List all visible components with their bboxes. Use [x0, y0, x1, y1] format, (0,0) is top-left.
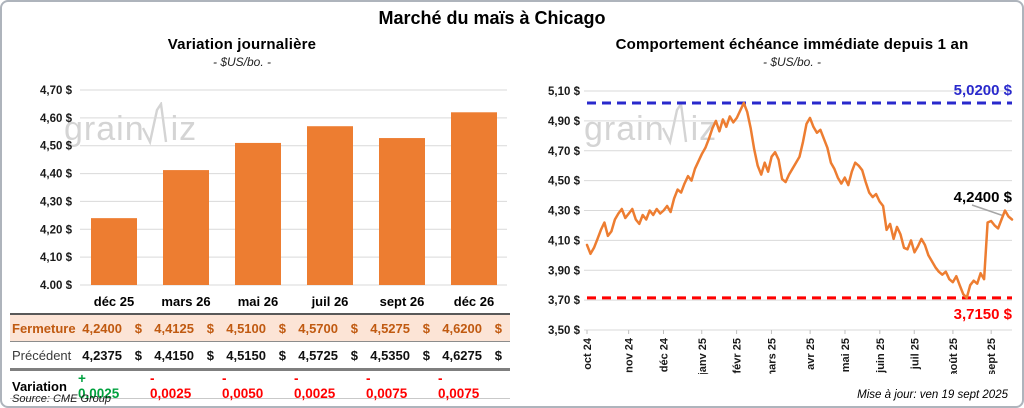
- bar-juil 26: [307, 126, 353, 285]
- table-cell: - 0,0075: [438, 371, 480, 401]
- table-cell: 4,5350 $: [370, 347, 430, 363]
- table-row-fermeture: Fermeture 4,2400 $ 4,4125 $ 4,5100 $ 4,5700 $ 4,5…: [10, 313, 510, 342]
- y-axis-label: 4,70 $: [548, 146, 581, 158]
- updated-note: Mise à jour: ven 19 sept 2025: [857, 389, 1008, 401]
- y-axis-label: 4,20 $: [40, 224, 73, 236]
- table-cell: + 0,0025: [78, 371, 120, 401]
- watermark-text-pre: grain: [584, 110, 665, 148]
- x-axis-label: nov 24: [624, 337, 636, 373]
- table-row-variation: Variation + 0,0025 - 0,0025 - 0,0050 - 0,002…: [10, 371, 510, 401]
- table-cell: 4,2400 $: [82, 320, 142, 336]
- table-row-precedent: Précédent 4,2375 $ 4,4150 $ 4,5150 $ 4,5725 $ 4,5…: [10, 342, 510, 371]
- min-price-label: 3,7150 $: [954, 306, 1013, 323]
- y-axis-label: 3,70 $: [548, 295, 581, 307]
- left-chart-title: Variation journalière: [167, 36, 317, 53]
- y-axis-label: 4,30 $: [548, 206, 581, 218]
- page-title: Marché du maïs à Chicago: [378, 8, 606, 28]
- right-chart-subtitle: - $US/bo. -: [762, 55, 822, 69]
- futures-quote-table: déc 25 mars 26 mai 26 juil 26 sept 26 déc 26 F…: [10, 289, 510, 401]
- daily-variation-bar-chart: 4,00 $ 4,10 $ 4,20 $ 4,30 $ 4,40 $ 4,50 $ 4,60…: [40, 85, 507, 289]
- y-axis-label: 4,60 $: [40, 113, 73, 125]
- y-axis-label: 4,10 $: [40, 252, 73, 264]
- row-label: Fermeture: [12, 320, 76, 336]
- x-axis-label: févr 25: [732, 338, 744, 373]
- column-header: juil 26: [311, 293, 349, 309]
- source-note: Source: CME Group: [12, 393, 112, 405]
- one-year-price-line-chart: 3,50 $ 3,70 $ 3,90 $ 4,10 $ 4,30 $ 4,50 $ 4,70…: [548, 82, 1014, 374]
- table-cell: 4,5275 $: [370, 320, 430, 336]
- y-axis-label: 3,90 $: [548, 265, 581, 277]
- x-axis-label: juil 25: [909, 338, 921, 370]
- column-header: sept 26: [379, 293, 425, 309]
- y-axis-label: 3,50 $: [548, 325, 581, 337]
- bar-déc 25: [91, 218, 137, 285]
- y-axis-label: 4,30 $: [40, 196, 73, 208]
- x-axis-label: oct 24: [582, 337, 594, 370]
- price-series-line: [585, 101, 1014, 300]
- table-cell: 4,5150 $: [226, 347, 286, 363]
- y-axis-label: 4,90 $: [548, 116, 581, 128]
- table-cell: - 0,0025: [294, 371, 336, 401]
- table-cell: - 0,0050: [222, 371, 264, 401]
- x-axis-label: août 25: [948, 338, 960, 374]
- column-header: mai 26: [237, 293, 279, 309]
- y-axis-label: 4,50 $: [40, 141, 73, 153]
- watermark-spike-icon: [141, 102, 167, 146]
- y-axis-label: 4,40 $: [40, 169, 73, 181]
- right-chart-header: Comportement échéance immédiate depuis 1…: [562, 36, 1022, 69]
- table-cell: 4,6275 $: [442, 347, 502, 363]
- bar-mars 26: [163, 170, 209, 285]
- row-label: Précédent: [12, 347, 72, 363]
- bar-déc 26: [451, 112, 497, 286]
- max-price-label: 5,0200 $: [954, 82, 1013, 99]
- watermark-spike-icon: [661, 102, 687, 146]
- table-header-row: déc 25 mars 26 mai 26 juil 26 sept 26 déc 26: [10, 289, 510, 313]
- column-header: déc 25: [93, 293, 135, 309]
- table-cell: - 0,0025: [150, 371, 192, 401]
- table-cell: 4,2375 $: [82, 347, 142, 363]
- last-price-leader-line: [971, 204, 1005, 217]
- x-axis-label: mars 25: [766, 338, 778, 374]
- y-axis-label: 4,10 $: [548, 235, 581, 247]
- table-cell: 4,5725 $: [298, 347, 358, 363]
- x-axis-label: avr 25: [805, 338, 817, 370]
- x-axis-label: sept 25: [986, 338, 998, 374]
- last-price-label: 4,2400 $: [954, 189, 1013, 206]
- right-chart-title: Comportement échéance immédiate depuis 1…: [615, 36, 969, 53]
- bar-sept 26: [379, 138, 425, 285]
- table-cell: 4,5700 $: [298, 320, 358, 336]
- y-axis-label: 4,70 $: [40, 85, 73, 97]
- table-cell: 4,4125 $: [154, 320, 214, 336]
- left-chart-header: Variation journalière - $US/bo. -: [10, 36, 474, 69]
- table-cell: 4,6200 $: [442, 320, 502, 336]
- y-axis-label: 4,50 $: [548, 176, 581, 188]
- column-header: déc 26: [453, 293, 495, 309]
- table-cell: - 0,0075: [366, 371, 408, 401]
- left-chart-subtitle: - $US/bo. -: [212, 55, 272, 69]
- x-axis-label: janv 25: [697, 338, 709, 374]
- x-axis-label: déc 24: [659, 337, 671, 372]
- x-axis-label: juin 25: [875, 338, 887, 374]
- table-cell: 4,5100 $: [226, 320, 286, 336]
- row-label: Variation: [12, 378, 67, 394]
- x-axis-label: mai 25: [840, 338, 852, 372]
- y-axis-label: 4,00 $: [40, 280, 73, 289]
- y-axis-label: 5,10 $: [548, 86, 581, 98]
- column-header: mars 26: [161, 293, 211, 309]
- bar-mai 26: [235, 142, 281, 285]
- table-cell: 4,4150 $: [154, 347, 214, 363]
